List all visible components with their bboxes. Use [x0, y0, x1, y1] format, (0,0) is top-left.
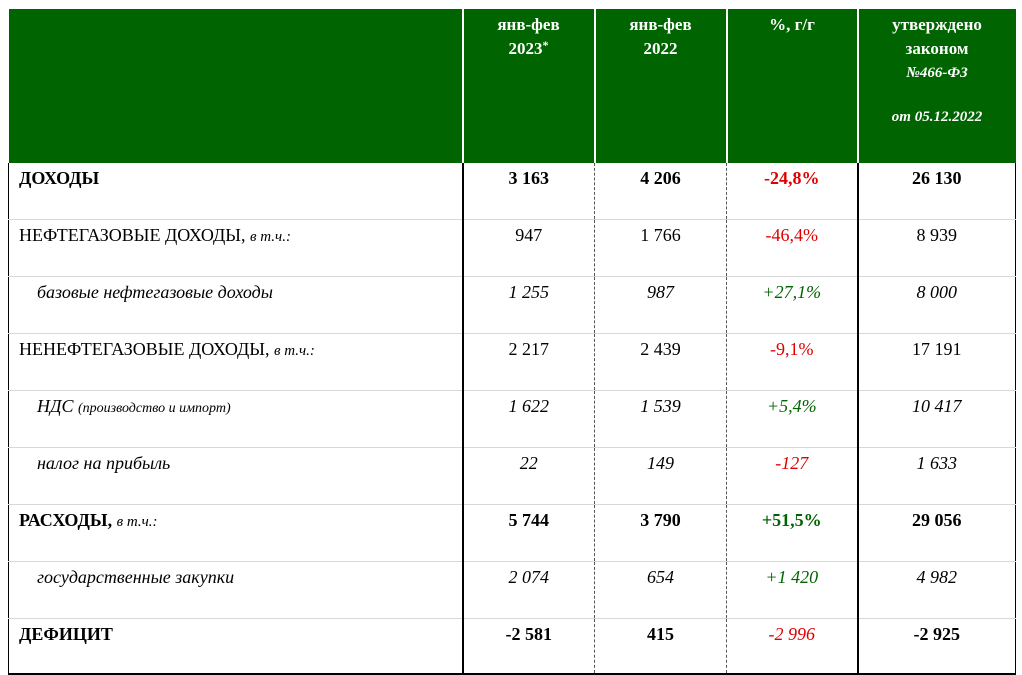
table-row-base-oil-gas: базовые нефтегазовые доходы 1 255 987 +2… [8, 276, 1016, 334]
table-row-profit-tax: налог на прибыль 22 149 -127 1 633 [8, 447, 1016, 505]
cell-2023: 5 744 [461, 504, 595, 562]
header-2023-period: янв-фев [497, 15, 560, 34]
cell-law: 10 417 [857, 390, 1016, 448]
cell-pct: +27,1% [726, 276, 859, 334]
cell-pct: -9,1% [726, 333, 859, 391]
row-label-text: НЕНЕФТЕГАЗОВЫЕ ДОХОДЫ, [19, 339, 270, 359]
cell-pct: -127 [726, 447, 859, 505]
row-note: (производство и импорт) [77, 401, 231, 416]
table-row-deficit: ДЕФИЦИТ -2 581 415 -2 996 -2 925 [8, 618, 1016, 675]
row-label-text: НДС [37, 396, 74, 416]
cell-2022: 415 [594, 618, 727, 675]
cell-2022: 2 439 [594, 333, 727, 391]
cell-law: 8 939 [857, 219, 1016, 277]
row-label: государственные закупки [8, 561, 463, 619]
cell-law: 29 056 [857, 504, 1016, 562]
table-row-oil-gas-revenues: НЕФТЕГАЗОВЫЕ ДОХОДЫ, в т.ч.: 947 1 766 -… [8, 219, 1016, 277]
table-row-revenues: ДОХОДЫ 3 163 4 206 -24,8% 26 130 [8, 163, 1016, 220]
cell-2022: 1 766 [594, 219, 727, 277]
header-jan-feb-2023: янв-фев 2023* [461, 9, 595, 163]
budget-table: янв-фев 2023* янв-фев 2022 %, г/г утверж… [8, 9, 1016, 675]
row-label: НЕФТЕГАЗОВЫЕ ДОХОДЫ, в т.ч.: [8, 219, 463, 277]
row-label: НДС (производство и импорт) [8, 390, 463, 448]
cell-law: -2 925 [857, 618, 1016, 675]
cell-2023: 22 [461, 447, 595, 505]
table-row-government-procurement: государственные закупки 2 074 654 +1 420… [8, 561, 1016, 619]
table-header: янв-фев 2023* янв-фев 2022 %, г/г утверж… [8, 9, 1016, 163]
cell-pct: +5,4% [726, 390, 859, 448]
cell-2023: 2 074 [461, 561, 595, 619]
header-law-date: от 05.12.2022 [891, 109, 983, 125]
cell-2022: 149 [594, 447, 727, 505]
cell-pct: -2 996 [726, 618, 859, 675]
cell-2023: 2 217 [461, 333, 595, 391]
cell-law: 26 130 [857, 163, 1016, 220]
cell-2023: 3 163 [461, 163, 595, 220]
cell-pct: +1 420 [726, 561, 859, 619]
header-pct-label: %, г/г [769, 15, 815, 34]
table-row-vat: НДС (производство и импорт) 1 622 1 539 … [8, 390, 1016, 448]
row-note: в т.ч.: [274, 343, 315, 359]
header-pct-yoy: %, г/г [725, 9, 858, 163]
row-label: налог на прибыль [8, 447, 463, 505]
header-approved-by-law: утверждено законом №466-ФЗ от 05.12.2022 [856, 9, 1016, 163]
header-approved-line2: законом [905, 39, 969, 58]
table-body: ДОХОДЫ 3 163 4 206 -24,8% 26 130 НЕФТЕГА… [8, 163, 1016, 675]
row-label-text: налог на прибыль [37, 453, 171, 473]
header-2023-year: 2023 [508, 39, 543, 58]
row-label-text: государственные закупки [37, 567, 235, 587]
cell-2022: 4 206 [594, 163, 727, 220]
header-2022-period: янв-фев [629, 15, 692, 34]
header-2022-year: 2022 [643, 39, 678, 58]
header-approved-line1: утверждено [892, 15, 982, 34]
cell-law: 8 000 [857, 276, 1016, 334]
row-label-text: базовые нефтегазовые доходы [37, 282, 273, 302]
header-row: янв-фев 2023* янв-фев 2022 %, г/г утверж… [8, 9, 1016, 163]
cell-law: 4 982 [857, 561, 1016, 619]
row-label: ДЕФИЦИТ [8, 618, 463, 675]
row-label-text: ДЕФИЦИТ [19, 624, 113, 644]
cell-pct: -46,4% [726, 219, 859, 277]
cell-2022: 1 539 [594, 390, 727, 448]
cell-pct: +51,5% [726, 504, 859, 562]
row-label: РАСХОДЫ, в т.ч.: [8, 504, 463, 562]
row-label-text: НЕФТЕГАЗОВЫЕ ДОХОДЫ, [19, 225, 246, 245]
row-label: базовые нефтегазовые доходы [8, 276, 463, 334]
table-row-expenditures: РАСХОДЫ, в т.ч.: 5 744 3 790 +51,5% 29 0… [8, 504, 1016, 562]
cell-2023: 1 622 [461, 390, 595, 448]
cell-2022: 3 790 [594, 504, 727, 562]
table-row-non-oil-gas-revenues: НЕНЕФТЕГАЗОВЫЕ ДОХОДЫ, в т.ч.: 2 217 2 4… [8, 333, 1016, 391]
row-label: НЕНЕФТЕГАЗОВЫЕ ДОХОДЫ, в т.ч.: [8, 333, 463, 391]
cell-2022: 654 [594, 561, 727, 619]
cell-2022: 987 [594, 276, 727, 334]
row-label-text: ДОХОДЫ [19, 168, 100, 188]
cell-law: 1 633 [857, 447, 1016, 505]
footnote-star: * [542, 38, 549, 52]
row-note: в т.ч.: [250, 229, 291, 245]
cell-2023: 947 [461, 219, 595, 277]
row-label-text: РАСХОДЫ, [19, 510, 113, 530]
header-empty-cell [8, 9, 463, 163]
budget-table-container: янв-фев 2023* янв-фев 2022 %, г/г утверж… [8, 9, 1016, 675]
cell-2023: 1 255 [461, 276, 595, 334]
header-jan-feb-2022: янв-фев 2022 [593, 9, 727, 163]
header-law-number: №466-ФЗ [906, 65, 968, 81]
row-note: в т.ч.: [116, 514, 158, 530]
row-label: ДОХОДЫ [8, 163, 463, 220]
cell-pct: -24,8% [726, 163, 859, 220]
cell-law: 17 191 [857, 333, 1016, 391]
cell-2023: -2 581 [461, 618, 595, 675]
